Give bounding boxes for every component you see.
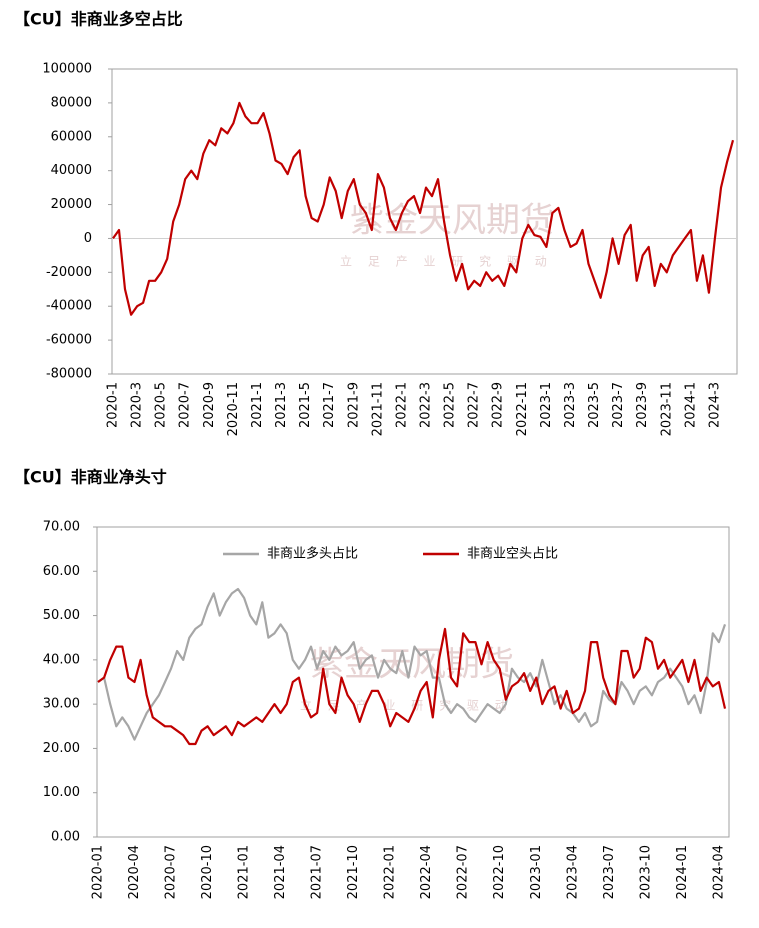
x-tick-label: 2021-10 <box>346 845 361 899</box>
x-tick-label: 2021-7 <box>322 382 337 428</box>
x-tick-label: 2021-01 <box>237 845 252 899</box>
x-tick-label: 2024-01 <box>675 845 690 899</box>
watermark-sub: 立 足 产 业 研 究 驱 动 <box>340 254 553 269</box>
watermark-sub: 立 足 产 业 研 究 驱 动 <box>300 698 513 713</box>
x-tick-label: 2024-3 <box>707 382 722 428</box>
x-tick-label: 2022-3 <box>419 382 434 428</box>
x-tick-label: 2022-07 <box>456 845 471 899</box>
y-tick-label: 50.00 <box>43 608 80 623</box>
x-tick-label: 2021-3 <box>274 382 289 428</box>
y-tick-label: 60.00 <box>43 564 80 579</box>
y-tick-label: 20000 <box>51 197 92 212</box>
x-tick-label: 2023-1 <box>539 382 554 428</box>
x-tick-label: 2023-7 <box>611 382 626 428</box>
x-tick-label: 2022-9 <box>491 382 506 428</box>
legend-label: 非商业多头占比 <box>267 546 358 562</box>
y-tick-label: -80000 <box>46 367 92 382</box>
x-tick-label: 2020-9 <box>202 382 217 428</box>
x-tick-label: 2024-04 <box>711 845 726 899</box>
x-tick-label: 2021-11 <box>370 382 385 436</box>
chart-title: 【CU】非商业多空占比 <box>14 10 183 29</box>
chart-title: 【CU】非商业净头寸 <box>14 468 167 487</box>
y-tick-label: 60000 <box>51 129 92 144</box>
x-tick-label: 2020-10 <box>200 845 215 899</box>
x-tick-label: 2020-04 <box>127 845 142 899</box>
series-line <box>112 101 735 316</box>
x-tick-label: 2022-01 <box>383 845 398 899</box>
y-tick-label: 80000 <box>51 95 92 110</box>
y-tick-label: 40000 <box>51 163 92 178</box>
legend-label: 非商业空头占比 <box>467 547 558 562</box>
x-tick-label: 2022-1 <box>394 382 409 428</box>
x-tick-label: 2023-04 <box>565 845 580 899</box>
x-tick-label: 2022-7 <box>467 382 482 428</box>
x-tick-label: 2020-1 <box>106 382 121 428</box>
series-line <box>97 627 727 746</box>
plot-frame <box>111 68 738 375</box>
x-tick-label: 2023-07 <box>602 845 617 899</box>
y-tick-label: 100000 <box>42 62 92 77</box>
x-tick-label: 2021-04 <box>273 845 288 899</box>
y-tick-label: 70.00 <box>43 520 80 535</box>
x-tick-label: 2023-9 <box>635 382 650 428</box>
x-tick-label: 2020-01 <box>91 845 106 899</box>
y-tick-label: 0.00 <box>51 830 80 845</box>
y-tick-label: 20.00 <box>43 741 80 756</box>
x-tick-label: 2020-07 <box>164 845 179 899</box>
y-tick-label: -60000 <box>46 333 92 348</box>
x-tick-label: 2020-5 <box>154 382 169 428</box>
x-tick-label: 2020-3 <box>130 382 145 428</box>
y-tick-label: -40000 <box>46 299 92 314</box>
x-tick-label: 2023-10 <box>638 845 653 899</box>
watermark: 紫金天风期货 <box>350 201 554 241</box>
x-tick-label: 2024-1 <box>683 382 698 428</box>
x-tick-label: 2020-11 <box>226 382 241 436</box>
y-tick-label: -20000 <box>46 265 92 280</box>
x-tick-label: 2022-04 <box>419 845 434 899</box>
y-tick-label: 0 <box>84 231 92 246</box>
x-tick-label: 2023-5 <box>587 382 602 428</box>
x-tick-label: 2023-3 <box>563 382 578 428</box>
x-tick-label: 2022-10 <box>492 845 507 899</box>
x-tick-label: 2022-5 <box>443 382 458 428</box>
x-tick-label: 2021-1 <box>250 382 265 428</box>
series-line <box>97 587 727 741</box>
x-tick-label: 2023-01 <box>529 845 544 899</box>
x-tick-label: 2023-11 <box>659 382 674 436</box>
x-tick-label: 2022-11 <box>515 382 530 436</box>
y-tick-label: 40.00 <box>43 652 80 667</box>
x-tick-label: 2021-9 <box>346 382 361 428</box>
x-tick-label: 2021-5 <box>298 382 313 428</box>
x-tick-label: 2021-07 <box>310 845 325 899</box>
y-tick-label: 10.00 <box>43 785 80 800</box>
x-tick-label: 2020-7 <box>178 382 193 428</box>
y-tick-label: 30.00 <box>43 697 80 712</box>
plot-frame <box>96 526 730 838</box>
